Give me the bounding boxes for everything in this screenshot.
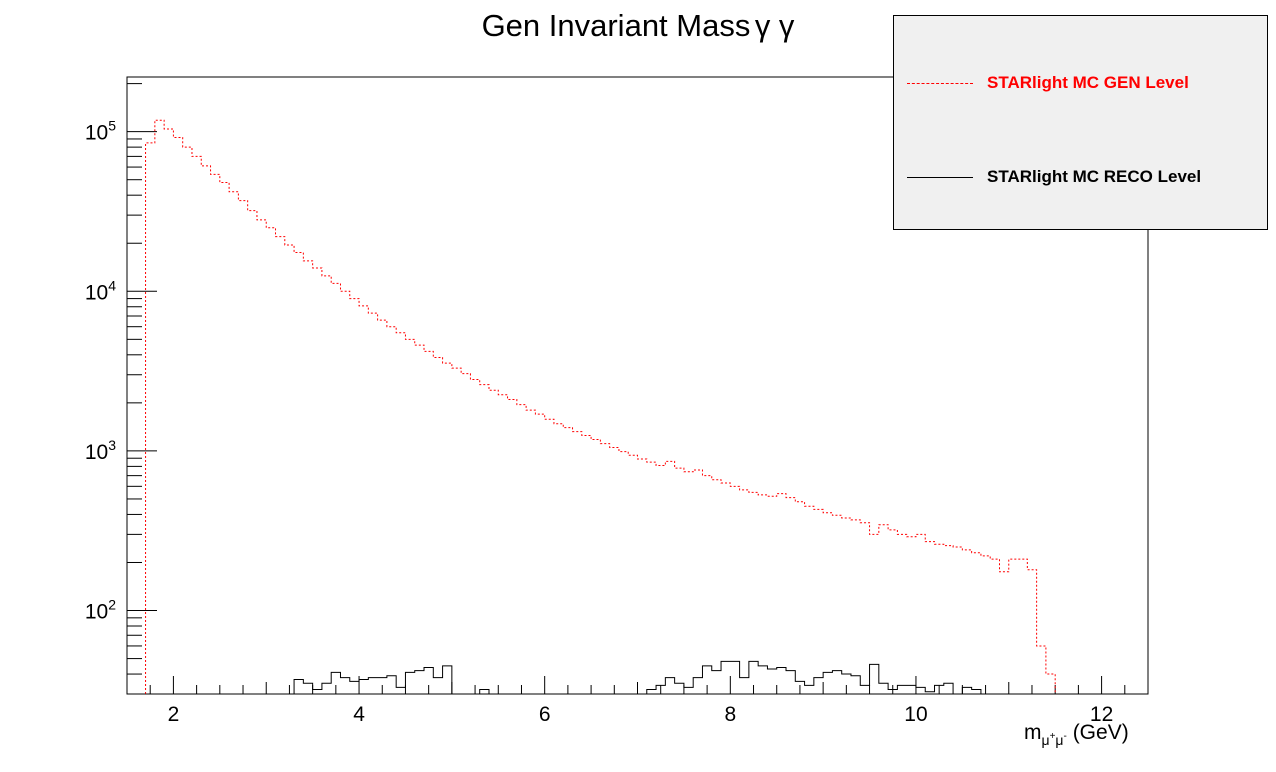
y-tick-label-exp: 2 [108, 597, 116, 613]
x-axis-title-unit: (GeV) [1072, 721, 1129, 744]
x-axis-title: mμ+μ- (GeV) [1024, 721, 1129, 748]
y-tick-label: 102 [85, 597, 116, 624]
x-tick-labels: 2 4 6 8 10 12 [168, 703, 1114, 726]
histogram-series [145, 119, 1111, 695]
y-tick-label-base: 10 [85, 601, 108, 624]
x-tick-label: 8 [724, 703, 736, 726]
legend-entry-reco: STARlight MC RECO Level [894, 163, 1267, 193]
y-tick-label-base: 10 [85, 122, 108, 145]
series-reco-histogram [145, 660, 1111, 695]
y-tick-label-exp: 5 [108, 118, 116, 134]
y-tick-label-base: 10 [85, 441, 108, 464]
x-tick-label: 6 [539, 703, 551, 726]
y-tick-label-exp: 3 [108, 437, 116, 453]
x-axis-title-base: m [1024, 721, 1042, 744]
y-tick-label: 105 [85, 118, 116, 145]
legend-line-gen [907, 83, 973, 84]
x-axis-title-sub: μ+μ- [1041, 731, 1067, 748]
x-tick-label: 2 [168, 703, 180, 726]
legend-entry-gen: STARlight MC GEN Level [894, 69, 1267, 99]
y-tick-label: 103 [85, 437, 116, 464]
legend-label-reco: STARlight MC RECO Level [987, 167, 1202, 186]
y-tick-label-exp: 4 [108, 277, 116, 293]
x-tick-label: 12 [1090, 703, 1113, 726]
x-tick-label: 4 [353, 703, 365, 726]
legend-line-reco [907, 177, 973, 178]
x-tick-label: 10 [904, 703, 927, 726]
legend-label-gen: STARlight MC GEN Level [987, 73, 1189, 92]
y-tick-label: 104 [85, 277, 116, 304]
legend: STARlight MC GEN Level STARlight MC RECO… [893, 15, 1268, 230]
series-gen-histogram [145, 119, 1074, 695]
y-tick-label-base: 10 [85, 281, 108, 304]
